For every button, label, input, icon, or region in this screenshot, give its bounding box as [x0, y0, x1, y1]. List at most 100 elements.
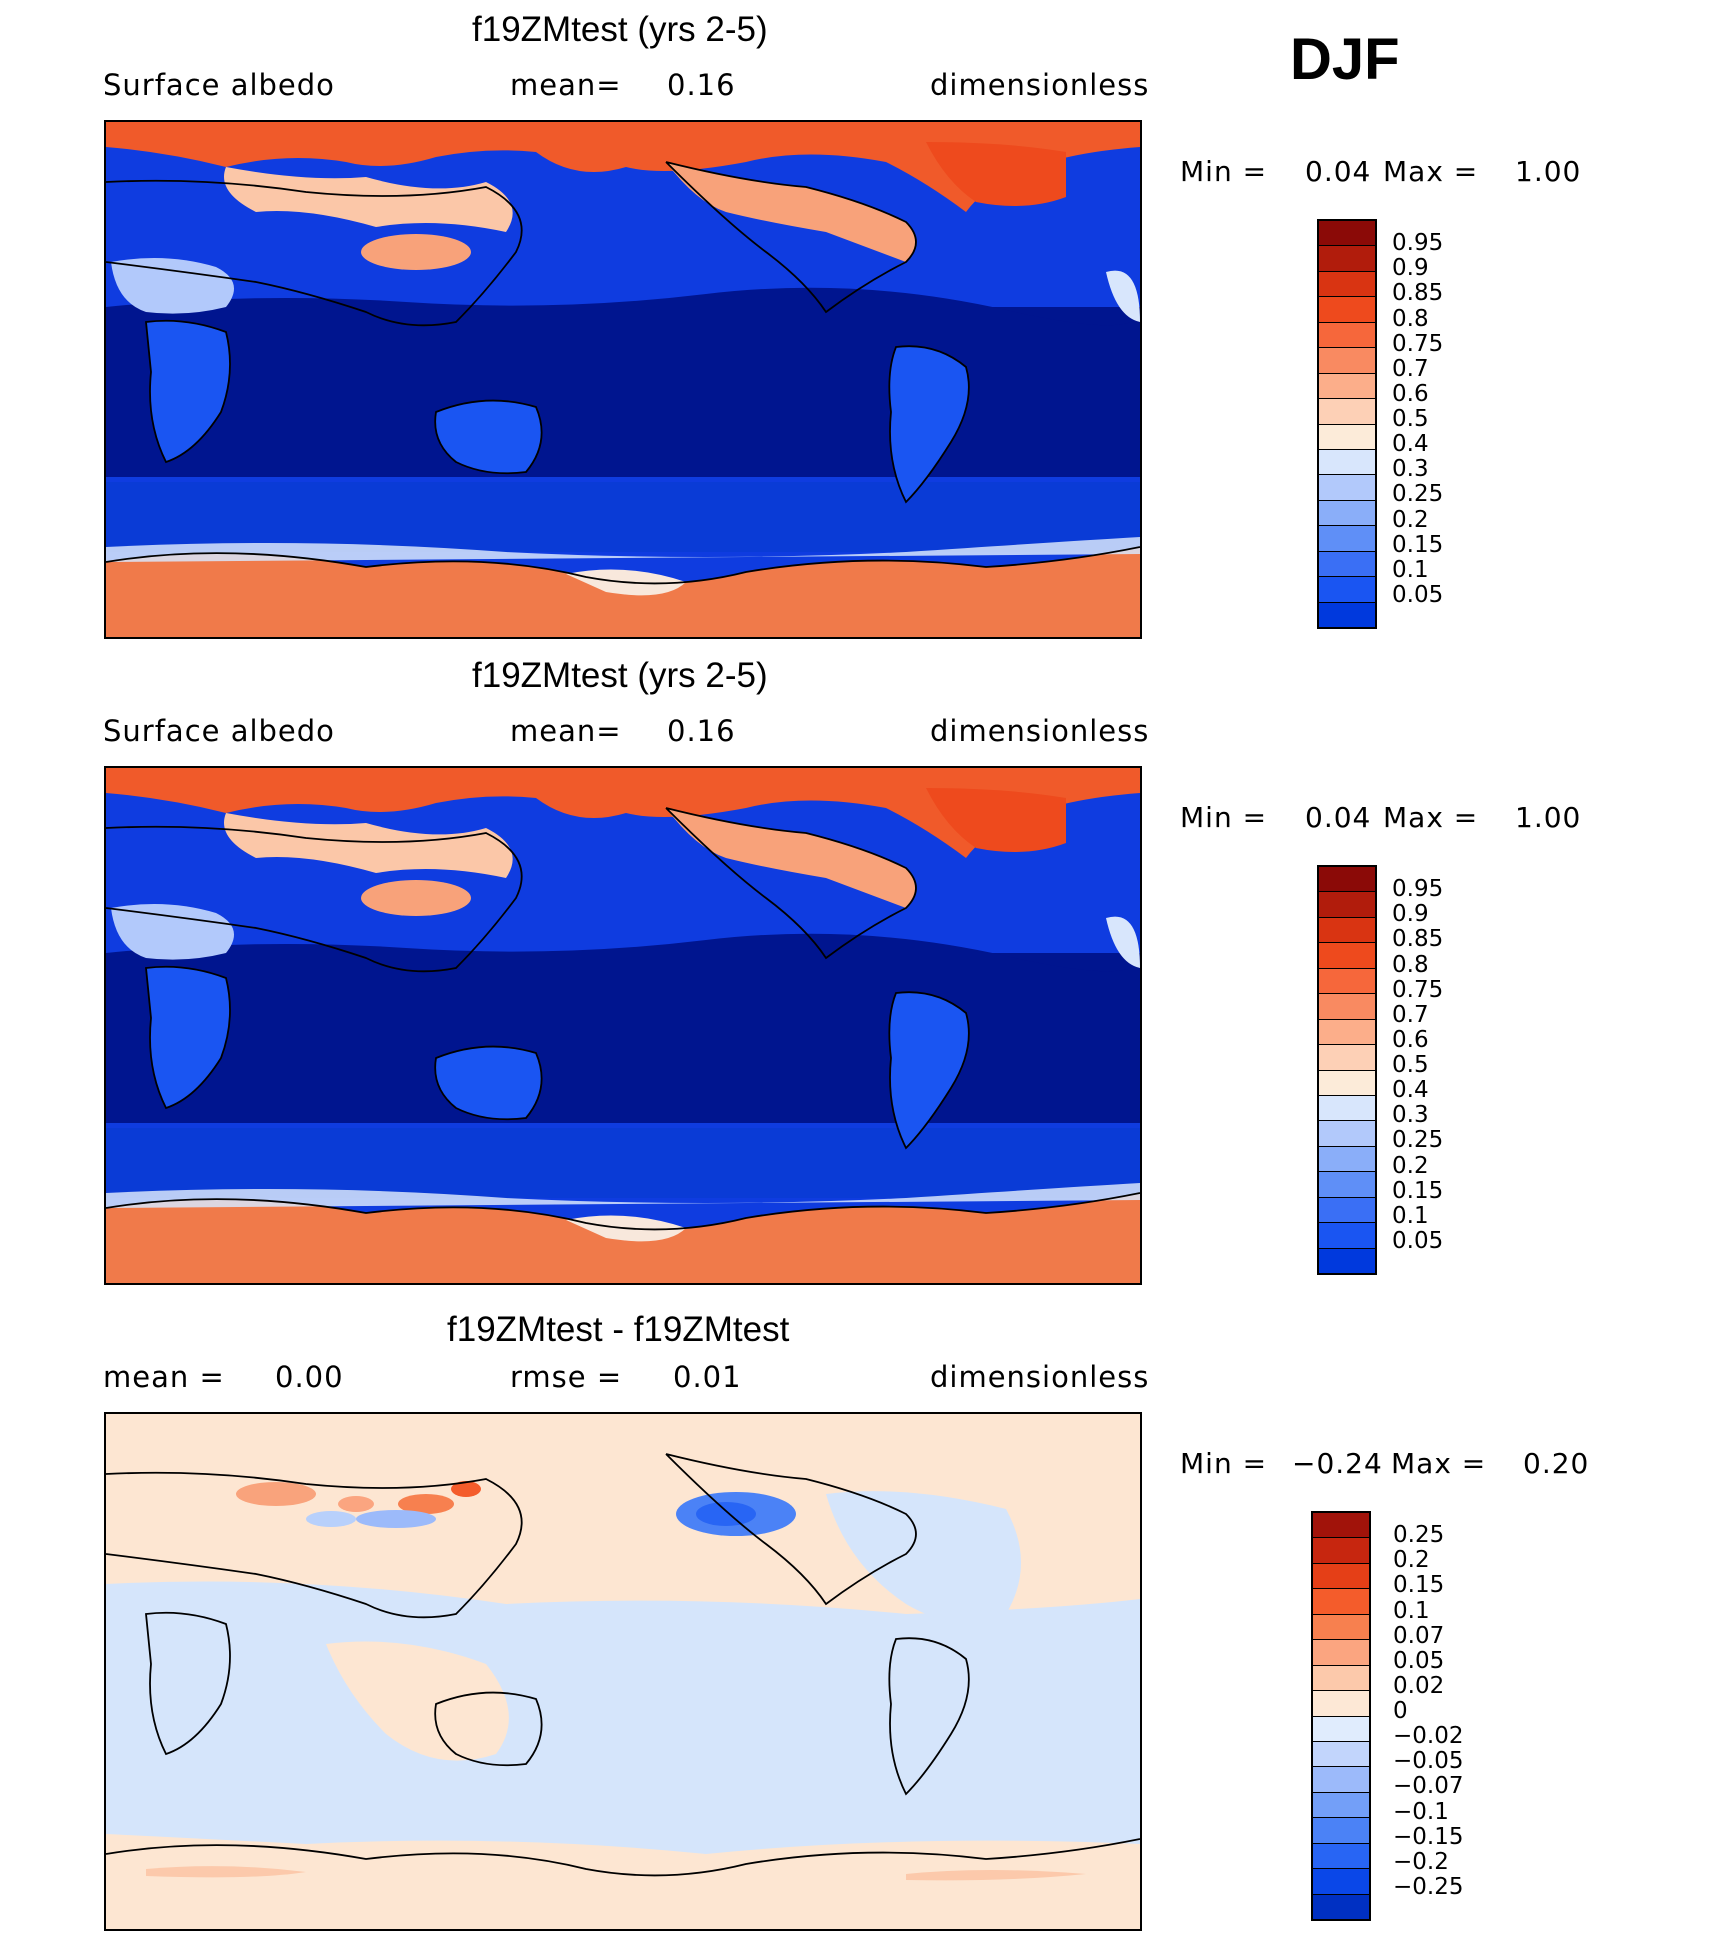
panel1-min-label: Min = — [1180, 155, 1268, 188]
colorbar-swatch — [1319, 1094, 1375, 1121]
panel1-mean-value: 0.16 — [667, 68, 736, 102]
season-label: DJF — [1290, 27, 1400, 92]
colorbar-tick-label: 0.7 — [1392, 355, 1429, 382]
colorbar-tick-label: 0.25 — [1393, 1522, 1445, 1549]
colorbar-swatch — [1319, 245, 1375, 271]
colorbar-tick-label: 0.7 — [1392, 1001, 1429, 1028]
colorbar-swatch — [1313, 1613, 1369, 1640]
panel1-colorbar — [1317, 219, 1377, 629]
panel3-rmse-label: rmse = — [510, 1360, 623, 1394]
panel1-min-value: 0.04 — [1305, 155, 1372, 188]
colorbar-tick-label: 0.2 — [1392, 1152, 1429, 1179]
colorbar-tick-label: 0.15 — [1393, 1572, 1445, 1599]
panel2-colorbar-labels: 0.95 0.9 0.85 0.8 0.75 0.7 0.6 0.5 0.4 0.3 0.25 0.2… — [1392, 865, 1512, 1275]
colorbar-swatch — [1319, 1196, 1375, 1223]
colorbar-tick-label: −0.25 — [1393, 1873, 1464, 1900]
colorbar-swatch — [1319, 576, 1375, 602]
panel3-colorbar-labels: 0.25 0.2 0.15 0.1 0.07 0.05 0.02 0 −0.02 −0.05 −0.… — [1393, 1511, 1533, 1921]
colorbar-swatch — [1319, 867, 1375, 892]
colorbar-swatch — [1319, 891, 1375, 917]
colorbar-swatch — [1319, 1044, 1375, 1070]
colorbar-swatch — [1319, 474, 1375, 500]
colorbar-tick-label: 0.85 — [1392, 280, 1444, 307]
colorbar-swatch — [1313, 1868, 1369, 1894]
colorbar-tick-label: 0.4 — [1392, 1077, 1429, 1104]
colorbar-tick-label: 0.1 — [1392, 1202, 1429, 1229]
panel1-max-label: Max = — [1383, 155, 1479, 188]
panel1-colorbar-labels: 0.95 0.9 0.85 0.8 0.75 0.7 0.6 0.5 0.4 0.3 0.25 0.2… — [1392, 219, 1512, 629]
colorbar-swatch — [1313, 1664, 1369, 1691]
colorbar-swatch — [1313, 1893, 1369, 1919]
panel2-variable-label: Surface albedo — [103, 714, 335, 748]
colorbar-tick-label: 0.25 — [1392, 481, 1444, 508]
colorbar-swatch — [1313, 1639, 1369, 1665]
panel1-variable-label: Surface albedo — [103, 68, 335, 102]
colorbar-swatch — [1313, 1690, 1369, 1716]
panel3-rmse-value: 0.01 — [673, 1360, 742, 1394]
colorbar-tick-label: 0.05 — [1392, 1227, 1444, 1254]
colorbar-swatch — [1319, 448, 1375, 475]
panel2-map-field — [106, 768, 1140, 1283]
panel3-map — [104, 1412, 1142, 1931]
colorbar-swatch — [1319, 372, 1375, 399]
panel3-max-value: 0.20 — [1523, 1447, 1590, 1480]
colorbar-swatch — [1313, 1842, 1369, 1869]
panel2-mean-label: mean= — [510, 714, 622, 748]
colorbar-swatch — [1319, 1247, 1375, 1273]
panel3-mean-value: 0.00 — [275, 1360, 344, 1394]
colorbar-tick-label: 0.3 — [1392, 1102, 1429, 1129]
colorbar-swatch — [1313, 1715, 1369, 1741]
panel1-title: f19ZMtest (yrs 2-5) — [472, 10, 768, 49]
colorbar-swatch — [1313, 1588, 1369, 1614]
colorbar-tick-label: −0.02 — [1393, 1723, 1464, 1750]
panel2-units: dimensionless — [930, 714, 1150, 748]
panel1-mean-label: mean= — [510, 68, 622, 102]
colorbar-swatch — [1319, 916, 1375, 943]
colorbar-swatch — [1319, 1171, 1375, 1197]
panel3-min-label: Min = — [1180, 1447, 1268, 1480]
colorbar-tick-label: −0.07 — [1393, 1773, 1464, 1800]
panel3-max-label: Max = — [1391, 1447, 1487, 1480]
colorbar-tick-label: 0.1 — [1392, 556, 1429, 583]
colorbar-swatch — [1319, 221, 1375, 246]
panel1-map — [104, 120, 1142, 639]
colorbar-swatch — [1319, 1145, 1375, 1172]
colorbar-swatch — [1319, 1069, 1375, 1095]
colorbar-swatch — [1319, 942, 1375, 968]
colorbar-tick-label: 0.75 — [1392, 330, 1444, 357]
panel2-max-value: 1.00 — [1515, 801, 1582, 834]
panel3-colorbar — [1311, 1511, 1371, 1921]
colorbar-tick-label: 0.3 — [1392, 456, 1429, 483]
colorbar-swatch — [1319, 601, 1375, 627]
panel2-title: f19ZMtest (yrs 2-5) — [472, 656, 768, 695]
colorbar-tick-label: 0.5 — [1392, 406, 1429, 432]
colorbar-tick-label: 0 — [1393, 1698, 1408, 1724]
colorbar-tick-label: 0.6 — [1392, 380, 1429, 407]
colorbar-tick-label: 0.75 — [1392, 976, 1444, 1003]
colorbar-tick-label: 0.8 — [1392, 305, 1429, 332]
colorbar-swatch — [1319, 550, 1375, 577]
colorbar-tick-label: −0.1 — [1393, 1798, 1449, 1825]
colorbar-tick-label: 0.15 — [1392, 531, 1444, 558]
colorbar-swatch — [1319, 1222, 1375, 1248]
colorbar-swatch — [1313, 1766, 1369, 1792]
panel2-map — [104, 766, 1142, 1285]
colorbar-swatch — [1319, 1018, 1375, 1045]
colorbar-tick-label: −0.2 — [1393, 1848, 1449, 1875]
colorbar-tick-label: 0.4 — [1392, 431, 1429, 458]
panel3-mean-label: mean = — [103, 1360, 225, 1394]
colorbar-tick-label: 0.85 — [1392, 926, 1444, 953]
colorbar-tick-label: 0.95 — [1392, 876, 1444, 903]
colorbar-swatch — [1313, 1791, 1369, 1818]
colorbar-tick-label: 0.2 — [1392, 506, 1429, 533]
colorbar-tick-label: 0.6 — [1392, 1026, 1429, 1053]
colorbar-swatch — [1313, 1537, 1369, 1563]
colorbar-tick-label: 0.15 — [1392, 1177, 1444, 1204]
colorbar-tick-label: 0.05 — [1392, 581, 1444, 608]
panel3-units: dimensionless — [930, 1360, 1150, 1394]
colorbar-tick-label: 0.05 — [1393, 1647, 1445, 1674]
colorbar-swatch — [1313, 1817, 1369, 1843]
colorbar-tick-label: 0.25 — [1392, 1127, 1444, 1154]
colorbar-tick-label: 0.5 — [1392, 1052, 1429, 1078]
panel2-max-label: Max = — [1383, 801, 1479, 834]
